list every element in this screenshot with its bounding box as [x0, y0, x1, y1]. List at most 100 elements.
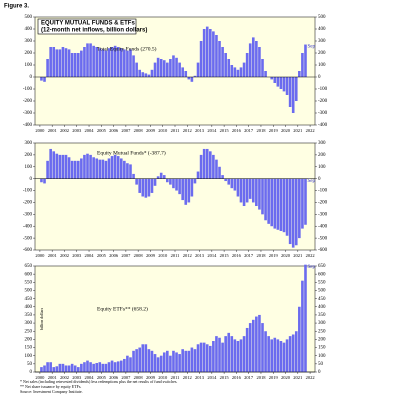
- bar: [83, 362, 86, 372]
- x-tick-label: 2009: [146, 128, 156, 133]
- bar: [104, 160, 108, 179]
- bar: [159, 59, 163, 77]
- bar: [144, 73, 148, 77]
- bar: [248, 323, 252, 372]
- bar: [227, 59, 231, 77]
- y-tick-label: 400: [25, 305, 33, 310]
- bar: [184, 71, 188, 77]
- y-tick-label: 0: [30, 177, 33, 182]
- x-tick-label: 2003: [72, 253, 82, 258]
- bar: [144, 344, 148, 372]
- bar: [86, 360, 89, 372]
- bar: [233, 339, 237, 372]
- bar: [141, 72, 145, 77]
- bar: [169, 355, 172, 372]
- bar: [113, 362, 117, 372]
- bar: [172, 178, 175, 189]
- x-tick-label: 2015: [220, 128, 230, 133]
- y-tick-label: 500: [25, 15, 33, 20]
- x-tick-label: 2005: [97, 128, 107, 133]
- bar: [98, 362, 102, 372]
- y-tick-label: 400: [25, 27, 33, 32]
- bar: [135, 349, 138, 372]
- bar: [147, 349, 151, 372]
- bar: [279, 178, 283, 231]
- bar: [215, 35, 218, 77]
- x-tick-label: 2015: [220, 375, 230, 380]
- y-tick-label-right: -600: [318, 248, 328, 253]
- x-tick-label: 2001: [48, 128, 57, 133]
- x-tick-label: 2017: [244, 253, 254, 258]
- bar: [270, 178, 274, 227]
- bar: [242, 336, 246, 372]
- bar: [205, 148, 209, 179]
- bar: [298, 71, 301, 77]
- x-tick-label: 2013: [195, 128, 205, 133]
- bar: [116, 47, 120, 77]
- y-tick-label-right: 650: [318, 264, 326, 269]
- x-tick-label: 2018: [256, 128, 266, 133]
- bar: [156, 176, 160, 179]
- y-tick-label: 550: [25, 280, 33, 285]
- y-tick-label: 200: [25, 153, 33, 158]
- y-tick-label: -300: [23, 212, 33, 217]
- bar: [199, 154, 203, 179]
- x-tick-label: 2010: [158, 375, 168, 380]
- x-tick-label: 2005: [97, 375, 107, 380]
- x-tick-label: 2016: [232, 375, 242, 380]
- x-tick-label: 2016: [232, 128, 242, 133]
- bar: [55, 366, 59, 372]
- bar: [279, 341, 283, 372]
- bar: [43, 365, 46, 372]
- y-tick-label: 300: [25, 39, 33, 44]
- y-tick-label-right: 500: [318, 15, 326, 20]
- y-axis-label: billion dollars: [39, 307, 44, 330]
- bar: [181, 349, 184, 372]
- bar: [58, 154, 62, 179]
- bar: [181, 67, 184, 77]
- x-tick-label: 2004: [85, 253, 95, 258]
- bar: [218, 41, 221, 77]
- bar: [218, 337, 221, 372]
- bar: [230, 178, 234, 189]
- bar: [89, 362, 92, 372]
- bar: [245, 178, 249, 203]
- x-tick-label: 2001: [48, 253, 57, 258]
- x-tick-label: 2009: [146, 253, 156, 258]
- bar: [212, 154, 215, 179]
- bar: [64, 48, 68, 77]
- bar: [199, 41, 203, 77]
- bar: [301, 280, 304, 372]
- bar: [273, 77, 277, 83]
- x-tick-label: 2006: [109, 128, 119, 133]
- x-tick-label: 2001: [48, 375, 57, 380]
- bar: [76, 53, 80, 77]
- bar: [107, 48, 111, 77]
- bar: [150, 178, 154, 193]
- bar: [126, 163, 129, 179]
- bar: [267, 178, 270, 224]
- x-tick-label: 2018: [256, 375, 266, 380]
- x-tick-label: 2008: [134, 128, 144, 133]
- bar: [101, 49, 105, 77]
- y-tick-label: 100: [25, 63, 33, 68]
- bar: [298, 178, 301, 239]
- bar: [212, 31, 215, 77]
- bar: [221, 47, 224, 77]
- bar: [276, 178, 280, 230]
- bar: [233, 67, 237, 77]
- y-tick-label-right: 0: [318, 370, 321, 375]
- x-tick-label: 2002: [60, 128, 69, 133]
- bar: [119, 158, 123, 179]
- bar: [156, 57, 160, 77]
- bar: [49, 47, 52, 77]
- series-label: Equity Mutual Funds* (-387.7): [97, 149, 166, 156]
- bar: [46, 160, 49, 179]
- bar: [110, 47, 114, 77]
- bar: [67, 49, 71, 77]
- y-tick-label-right: 550: [318, 280, 326, 285]
- bar: [282, 342, 286, 372]
- bar: [209, 29, 212, 77]
- bar: [239, 67, 243, 77]
- bar: [123, 358, 126, 372]
